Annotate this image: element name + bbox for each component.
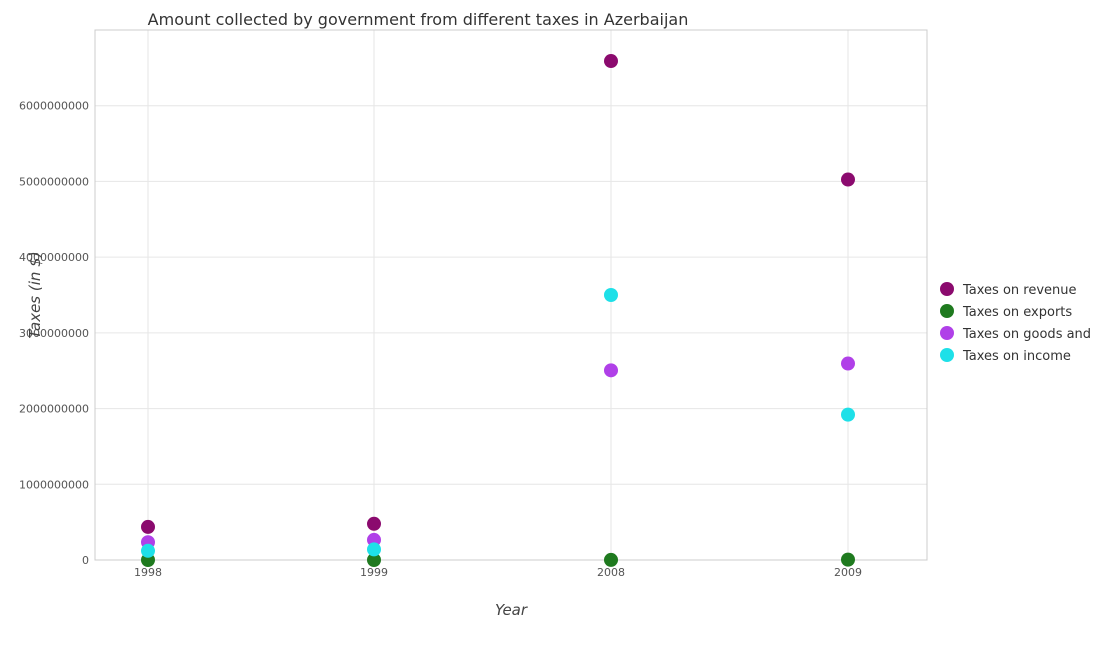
y-tick-label: 6000000000	[19, 100, 89, 113]
x-tick-label: 1999	[360, 566, 388, 579]
legend-marker	[940, 326, 954, 340]
chart-title: Amount collected by government from diff…	[148, 10, 689, 29]
y-tick-label: 0	[82, 554, 89, 567]
data-point	[367, 516, 381, 531]
data-point	[841, 552, 855, 567]
y-axis: 0 1000000000 2000000000 3000000000 400000000…	[19, 100, 89, 567]
legend-label: Taxes on revenue	[962, 283, 1077, 298]
data-point	[841, 356, 855, 371]
data-point	[604, 552, 618, 567]
x-tick-label: 1998	[134, 566, 162, 579]
legend-marker	[940, 304, 954, 318]
data-point	[841, 172, 855, 187]
data-point	[141, 543, 155, 558]
x-tick-label: 2009	[834, 566, 862, 579]
data-point	[604, 54, 618, 69]
data-point	[367, 542, 381, 557]
y-tick-label: 5000000000	[19, 175, 89, 188]
plot-frame	[94, 29, 928, 561]
y-tick-label: 3000000000	[19, 327, 89, 340]
legend-label: Taxes on income	[962, 349, 1071, 364]
y-axis-title: Taxes (in $)	[26, 251, 44, 338]
legend-label: Taxes on goods and services	[962, 327, 1095, 342]
legend-marker	[940, 282, 954, 296]
legend-marker	[940, 348, 954, 362]
x-axis: 1998 1999 2008 2009	[134, 566, 862, 579]
data-point	[367, 553, 381, 567]
y-tick-label: 1000000000	[19, 478, 89, 491]
y-tick-label: 4000000000	[19, 251, 89, 264]
x-axis-title: Year	[495, 601, 528, 619]
data-point	[841, 407, 855, 422]
y-tick-label: 2000000000	[19, 403, 89, 416]
x-tick-label: 2008	[597, 566, 625, 579]
data-point	[141, 519, 155, 534]
legend: Taxes on revenue Taxes on exports Taxes on…	[940, 282, 1095, 364]
grid	[95, 30, 927, 561]
data-points	[141, 54, 855, 567]
legend-label: Taxes on exports	[962, 305, 1072, 320]
data-point	[604, 363, 618, 378]
data-point	[604, 288, 618, 302]
